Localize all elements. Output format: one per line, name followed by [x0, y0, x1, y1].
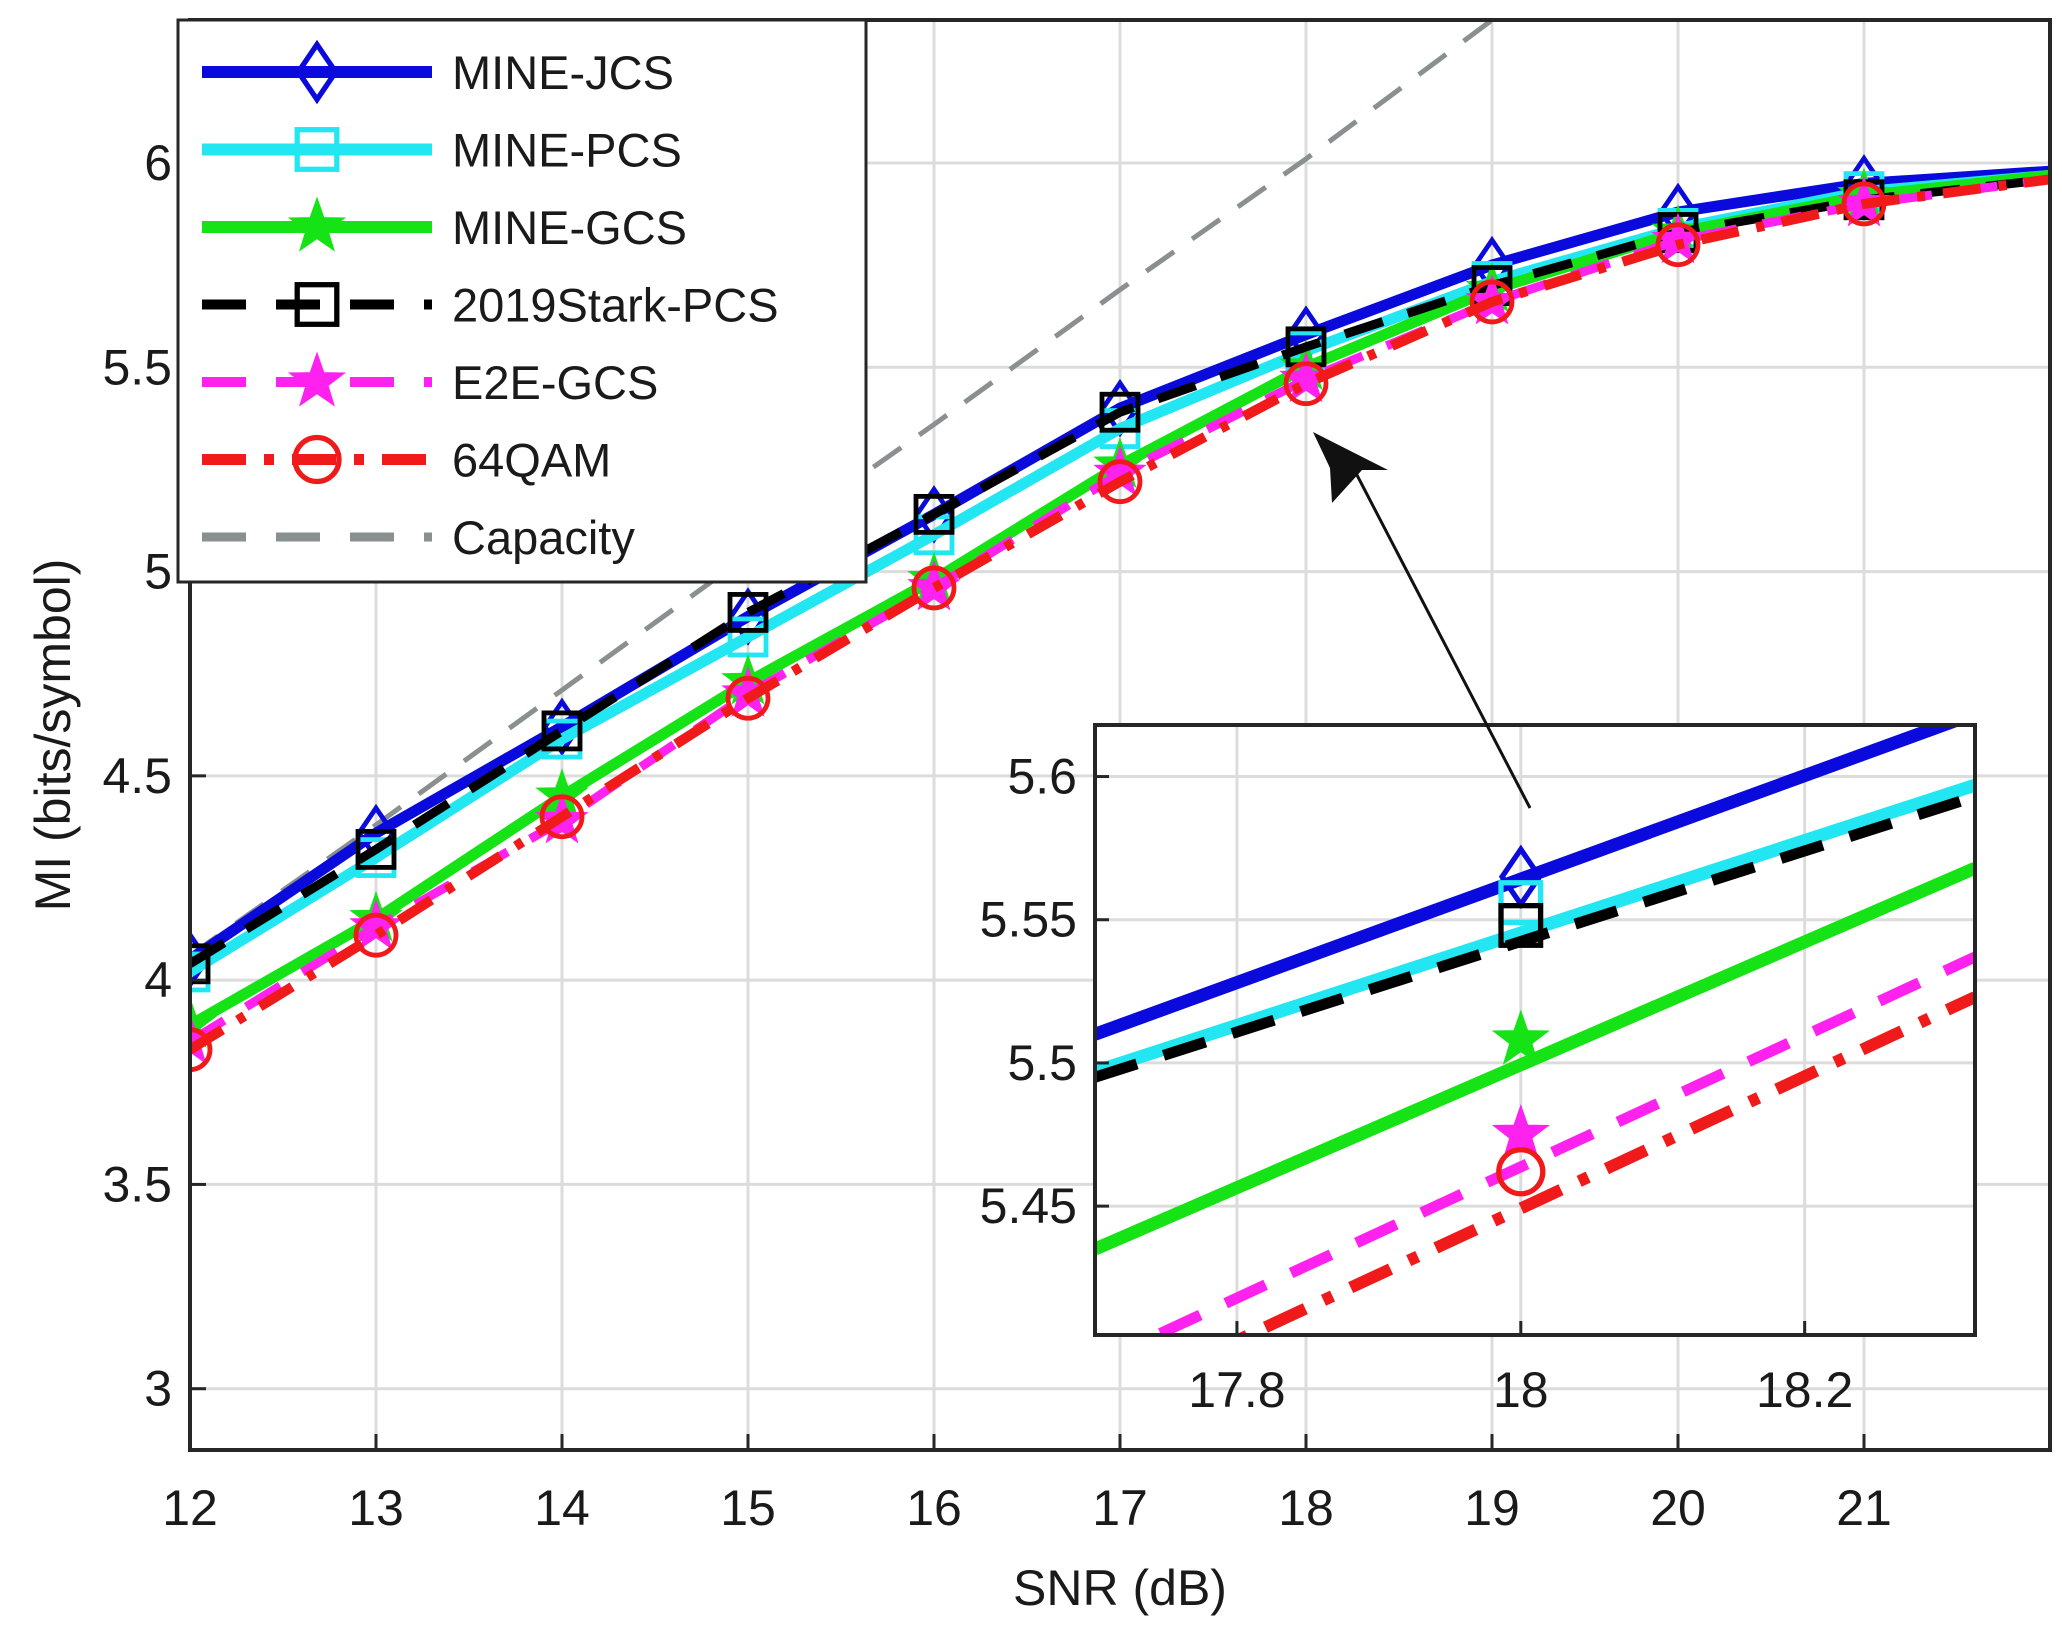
legend-label-64qam: 64QAM [452, 434, 611, 487]
legend: MINE-JCS MINE-PCS MINE-GCS 2019Stark-PCS E2E… [176, 18, 868, 584]
legend-item-capacity: Capacity [202, 511, 635, 564]
inset-x-tick-label: 18 [1493, 1362, 1549, 1418]
x-tick-label: 14 [534, 1480, 590, 1536]
data-point-2019stark-pcs [727, 592, 769, 633]
data-point-64qam [1469, 279, 1515, 325]
y-axis-label: MI (bits/symbol) [25, 559, 81, 912]
legend-item-2019stark-pcs: 2019Stark-PCS [202, 279, 779, 332]
inset-data-point-mine-gcs [1491, 1009, 1550, 1065]
data-point-mine-jcs [542, 697, 582, 757]
y-tick-label: 5.5 [102, 339, 172, 395]
y-tick-label: 3 [144, 1361, 172, 1417]
data-point-2019stark-pcs [190, 943, 211, 985]
y-tick-label: 3.5 [102, 1156, 172, 1212]
x-tick-label: 12 [162, 1480, 218, 1536]
inset-y-tick-label: 5.6 [1007, 749, 1077, 805]
zoom-arrow [1313, 432, 1532, 809]
legend-label-mine-jcs: MINE-JCS [452, 46, 674, 99]
legend-item-e2e-gcs: E2E-GCS [202, 351, 658, 409]
x-axis-label: SNR (dB) [1013, 1560, 1227, 1616]
legend-label-2019stark-pcs: 2019Stark-PCS [452, 279, 779, 332]
data-point-64qam [1283, 361, 1329, 407]
x-tick-label: 21 [1836, 1480, 1892, 1536]
data-point-64qam [1655, 222, 1701, 268]
inset-series-line-e2e-gcs [1143, 951, 1975, 1335]
data-point-2019stark-pcs [913, 493, 955, 535]
legend-label-mine-pcs: MINE-PCS [452, 124, 682, 177]
legend-marker-2019stark-pcs [294, 282, 340, 327]
x-tick-label: 19 [1464, 1480, 1520, 1536]
inset-data-point-e2e-gcs [1491, 1103, 1550, 1160]
data-point-2019stark-pcs [1099, 391, 1141, 433]
legend-marker-mine-gcs [287, 196, 347, 252]
data-point-64qam [911, 565, 957, 611]
data-point-64qam [725, 675, 771, 721]
data-point-64qam [190, 1027, 213, 1072]
inset-series-line-mine-pcs [1095, 778, 1975, 1078]
inset-zoom: 17.8 18 18.2 5.45 5.5 5.55 5.6 [980, 723, 1977, 1418]
inset-x-tick-label: 17.8 [1188, 1362, 1285, 1418]
x-tick-label: 20 [1650, 1480, 1706, 1536]
legend-item-mine-jcs: MINE-JCS [202, 39, 674, 105]
legend-marker-mine-pcs [294, 127, 340, 172]
legend-item-mine-gcs: MINE-GCS [202, 196, 687, 254]
inset-frame [1093, 723, 1977, 1337]
x-tick-label: 17 [1092, 1480, 1148, 1536]
legend-marker-64qam [292, 434, 342, 485]
inset-y-tick-label: 5.5 [1007, 1035, 1077, 1091]
x-tick-label: 16 [906, 1480, 962, 1536]
inset-y-tick-label: 5.55 [980, 892, 1077, 948]
data-point-2019stark-pcs [355, 829, 397, 870]
y-tick-label: 5 [144, 544, 172, 600]
inset-data-point-64qam [1496, 1147, 1546, 1197]
x-tick-label: 18 [1278, 1480, 1334, 1536]
legend-marker-e2e-gcs [287, 351, 347, 407]
data-point-64qam [1097, 459, 1143, 505]
legend-label-e2e-gcs: E2E-GCS [452, 356, 658, 409]
series-line-64qam [190, 174, 2050, 1054]
legend-marker-mine-jcs [295, 39, 339, 105]
inset-y-tick-label: 5.45 [980, 1178, 1077, 1234]
inset-series-line-2019stark-pcs [1095, 791, 1975, 1083]
x-tick-label: 13 [348, 1480, 404, 1536]
legend-label-mine-gcs: MINE-GCS [452, 201, 687, 254]
legend-item-64qam: 64QAM [202, 434, 611, 487]
inset-data-point-2019stark-pcs [1498, 903, 1544, 948]
data-point-64qam [539, 794, 585, 840]
data-point-64qam [353, 912, 399, 958]
data-point-e2e-gcs [349, 898, 403, 950]
data-point-64qam [1841, 181, 1887, 227]
series-line-2019stark-pcs [190, 174, 2050, 968]
inset-series-line-64qam [1234, 991, 1975, 1335]
legend-item-mine-pcs: MINE-PCS [202, 124, 682, 177]
inset-data-point-mine-pcs [1498, 880, 1544, 925]
legend-label-capacity: Capacity [452, 511, 635, 564]
y-tick-label: 4.5 [102, 748, 172, 804]
y-tick-label: 4 [144, 952, 172, 1008]
data-point-mine-jcs [190, 930, 210, 989]
y-tick-label: 6 [144, 135, 172, 191]
inset-x-tick-label: 18.2 [1756, 1362, 1853, 1418]
data-point-2019stark-pcs [541, 710, 583, 752]
x-tick-label: 15 [720, 1480, 776, 1536]
